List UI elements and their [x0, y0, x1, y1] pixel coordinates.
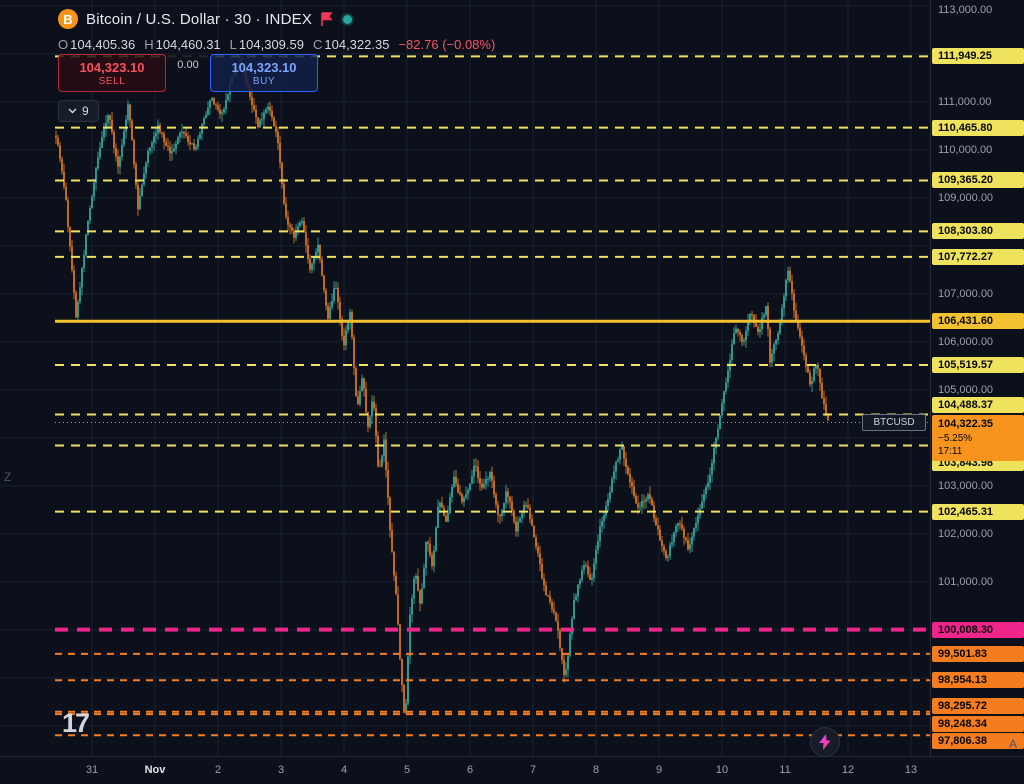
chart-legend: B Bitcoin / U.S. Dollar · 30 · INDEX O 10… — [58, 8, 495, 52]
close-label: C — [312, 37, 323, 52]
bitcoin-icon: B — [58, 9, 78, 29]
time-axis-label: 9 — [655, 764, 663, 776]
price-axis-tick: 106,000.00 — [938, 336, 994, 348]
time-axis-label: 12 — [841, 764, 855, 776]
open-value: 104,405.36 — [70, 37, 136, 52]
buy-label: BUY — [252, 75, 276, 87]
time-axis-label: 7 — [529, 764, 537, 776]
flag-icon[interactable] — [320, 11, 333, 27]
symbol-title[interactable]: Bitcoin / U.S. Dollar · 30 · INDEX — [86, 10, 313, 28]
price-level-label[interactable]: 104,488.37 — [932, 396, 1024, 413]
bar-countdown: 17:11 — [938, 445, 963, 457]
price-level-label[interactable]: 99,501.83 — [932, 645, 1024, 662]
price-level-label[interactable]: 110,465.80 — [932, 119, 1024, 136]
tradingview-logo[interactable]: 17 — [62, 708, 90, 738]
price-axis-tick: 113,000.00 — [938, 4, 993, 16]
buy-button[interactable]: 104,323.10 BUY — [210, 54, 318, 92]
bottom-right-edge-letter: A — [1009, 737, 1018, 751]
high-label: H — [144, 37, 154, 52]
time-axis-label: 3 — [277, 764, 285, 776]
time-axis-label: 10 — [715, 764, 729, 776]
time-axis-label: 4 — [340, 764, 348, 776]
high-value: 104,460.31 — [155, 37, 221, 52]
time-axis-label: 8 — [592, 764, 600, 776]
grid — [0, 0, 930, 756]
lightning-bolt-icon — [818, 734, 832, 750]
price-level-label[interactable]: 98,295.72 — [932, 697, 1024, 714]
price-level-label[interactable]: 100,008.30 — [932, 621, 1024, 638]
low-value: 104,309.59 — [238, 37, 304, 52]
current-price-change: −5.25% — [938, 432, 973, 444]
price-axis-tick: 103,000.00 — [938, 480, 994, 492]
symbol-price-tag: BTCUSD — [862, 413, 926, 431]
price-axis[interactable]: 113,000.00 111,000.00 110,000.00 109,000.00… — [930, 0, 1024, 756]
price-axis-tick: 101,000.00 — [938, 576, 994, 588]
objects-count: 9 — [82, 104, 89, 118]
close-value: 104,322.35 — [324, 37, 390, 52]
time-axis-label: 31 — [85, 764, 99, 776]
price-level-label[interactable]: 102,465.31 — [932, 503, 1024, 520]
trade-panel: 104,323.10 SELL 0.00 104,323.10 BUY — [58, 54, 318, 92]
time-axis-label: Nov — [144, 764, 166, 776]
price-level-label[interactable]: 108,303.80 — [932, 223, 1024, 240]
sell-label: SELL — [98, 75, 126, 87]
time-axis-label: 6 — [466, 764, 474, 776]
quick-action-button[interactable] — [810, 727, 840, 757]
price-axis-tick: 102,000.00 — [938, 528, 994, 540]
price-level-label[interactable]: 98,954.13 — [932, 672, 1024, 689]
price-level-label[interactable]: 107,772.27 — [932, 248, 1024, 265]
price-axis-tick: 111,000.00 — [938, 96, 992, 108]
left-edge-letter: Z — [4, 470, 12, 484]
candlestick-series — [55, 55, 829, 715]
low-label: L — [229, 37, 237, 52]
sell-price: 104,323.10 — [79, 59, 145, 75]
time-axis-label: 11 — [779, 764, 791, 776]
time-axis-label: 5 — [403, 764, 411, 776]
open-label: O — [58, 37, 69, 52]
market-status-icon[interactable] — [341, 12, 355, 26]
time-axis-label: 2 — [214, 764, 222, 776]
objects-tree-button[interactable]: 9 — [58, 100, 99, 122]
price-axis-tick: 107,000.00 — [938, 288, 994, 300]
candlestick-chart-canvas[interactable] — [0, 0, 930, 756]
ohlc-readout: O 104,405.36 H 104,460.31 L 104,309.59 C 104… — [58, 37, 495, 52]
current-price-label[interactable]: 104,322.35 −5.25% 17:11 — [932, 414, 1024, 461]
price-level-label[interactable]: 105,519.57 — [932, 357, 1024, 374]
price-level-label[interactable]: 109,365.20 — [932, 172, 1024, 189]
price-axis-tick: 110,000.00 — [938, 144, 993, 156]
time-axis[interactable]: 31 Nov 2 3 4 5 6 7 8 9 10 11 12 13 — [0, 756, 1024, 784]
buy-price: 104,323.10 — [231, 59, 297, 75]
price-level-label[interactable]: 98,248.34 — [932, 716, 1024, 733]
chevron-down-icon — [68, 108, 77, 114]
price-axis-tick: 105,000.00 — [938, 384, 994, 396]
sell-button[interactable]: 104,323.10 SELL — [58, 54, 166, 92]
spread-value: 0.00 — [166, 54, 210, 92]
current-price-value: 104,322.35 — [938, 417, 994, 430]
time-axis-label: 13 — [904, 764, 918, 776]
change-value: −82.76 (−0.08%) — [398, 37, 496, 52]
price-axis-tick: 109,000.00 — [938, 192, 994, 204]
price-level-label[interactable]: 106,431.60 — [932, 313, 1024, 330]
price-level-label[interactable]: 97,806.38 — [932, 733, 1024, 750]
price-level-label[interactable]: 111,949.25 — [932, 48, 1024, 65]
